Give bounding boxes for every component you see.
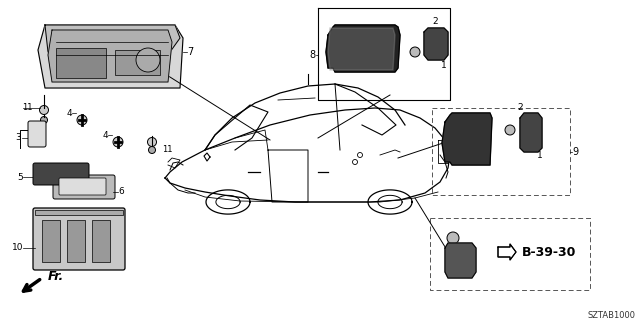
Polygon shape [326,25,400,72]
Text: 1: 1 [537,151,543,161]
Polygon shape [48,30,172,82]
Text: 2: 2 [517,103,523,113]
Circle shape [410,47,420,57]
Circle shape [40,106,49,115]
Text: SZTAB1000: SZTAB1000 [588,310,636,319]
Text: 3: 3 [15,133,21,142]
Polygon shape [424,28,448,60]
Text: 4: 4 [102,131,108,140]
Circle shape [447,232,459,244]
Bar [35,210,123,215]
Polygon shape [520,113,542,152]
Bar [67,220,85,262]
Circle shape [113,137,123,147]
Bar [115,50,160,75]
Polygon shape [498,244,516,260]
Text: Fr.: Fr. [48,269,64,283]
FancyBboxPatch shape [28,121,46,147]
Polygon shape [328,28,395,70]
Text: 2: 2 [432,18,438,27]
Circle shape [505,125,515,135]
Circle shape [40,116,47,124]
Text: 4: 4 [67,108,72,117]
Bar [92,220,110,262]
FancyBboxPatch shape [59,178,106,195]
Text: 8: 8 [310,50,316,60]
Text: 10: 10 [12,244,23,252]
Polygon shape [38,25,183,88]
Text: 9: 9 [572,147,578,157]
Text: B-39-30: B-39-30 [522,245,577,259]
Bar [42,220,60,262]
Bar [56,48,106,78]
FancyBboxPatch shape [53,175,115,199]
Text: 11: 11 [162,146,173,155]
Text: 6: 6 [118,188,124,196]
Circle shape [148,147,156,154]
Text: 5: 5 [17,172,23,181]
Polygon shape [445,243,476,278]
FancyBboxPatch shape [33,163,89,185]
FancyBboxPatch shape [33,208,125,270]
Text: 11: 11 [22,103,33,113]
Text: 7: 7 [187,47,193,57]
Circle shape [136,48,160,72]
Circle shape [147,138,157,147]
Polygon shape [442,113,492,165]
Text: 1: 1 [441,60,447,69]
Polygon shape [45,25,180,52]
Circle shape [77,115,87,125]
